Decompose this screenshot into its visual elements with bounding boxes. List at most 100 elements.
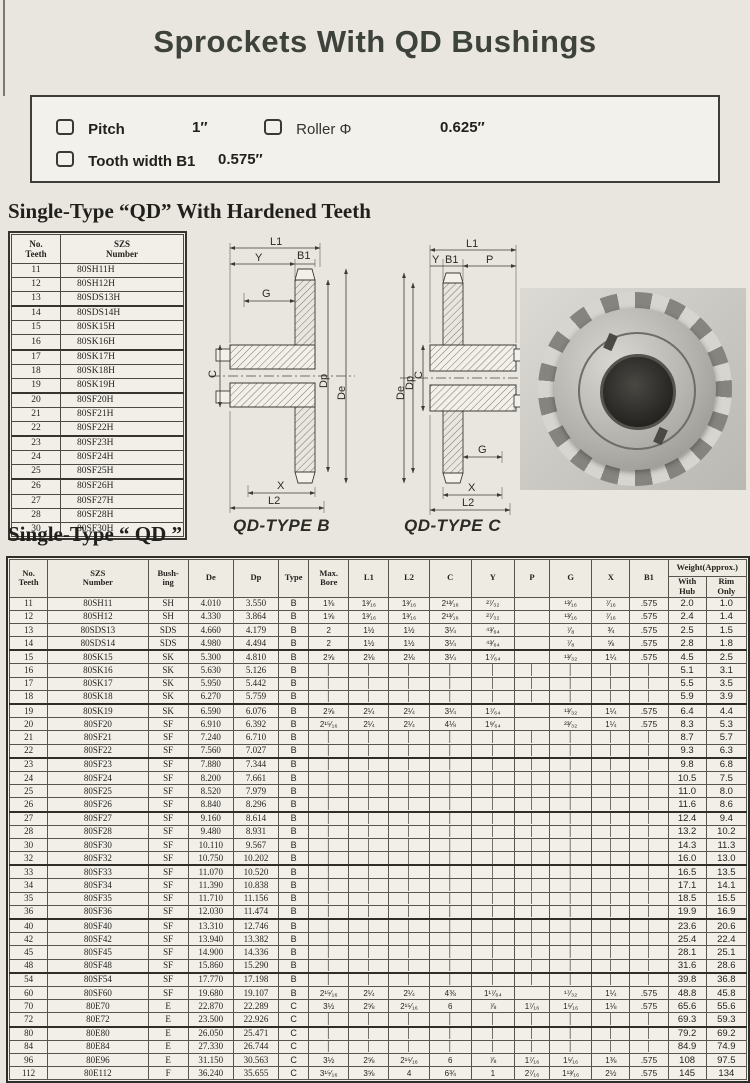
dimension-cell: 4 — [388, 1066, 430, 1081]
dimension-cell: 1½ — [348, 636, 390, 651]
dimension-cell: │ — [591, 1039, 631, 1054]
roller-bullet-icon — [264, 119, 282, 135]
dimension-cell: 1⅝ — [308, 609, 350, 624]
dimension-cell: 80SF36 — [47, 904, 149, 920]
dimension-cell: │ — [549, 663, 593, 678]
dimension-cell: │ — [348, 904, 390, 920]
dimension-cell: E — [147, 1039, 189, 1054]
dimension-cell: 8.200 — [187, 770, 234, 786]
dimension-cell: .575 — [629, 649, 669, 665]
col-header-type: Type — [278, 559, 310, 598]
dimension-cell: F — [147, 1066, 189, 1081]
dimension-cell: │ — [388, 824, 430, 839]
dimension-cell: 34 — [8, 878, 49, 893]
dimension-cell: 6.8 — [705, 756, 748, 772]
dimension-cell: │ — [470, 1039, 515, 1054]
dimension-cell: │ — [428, 770, 472, 786]
dimension-cell: 11 — [8, 596, 49, 611]
dimension-cell: │ — [388, 945, 430, 960]
teeth-table-row: 12 80SH12H — [11, 277, 184, 293]
dimension-cell: 19.9 — [667, 904, 707, 920]
dimension-cell: │ — [348, 971, 390, 987]
dimension-cell: │ — [428, 904, 472, 920]
col-header-dp: Dp — [232, 559, 280, 598]
col-header-max-bore: Max. Bore — [308, 559, 350, 598]
dimension-cell: ¹³⁄₁₆ — [549, 609, 593, 624]
dimension-cell: 4.810 — [232, 649, 280, 665]
dimension-cell: │ — [591, 797, 631, 813]
dimension-cell: │ — [513, 756, 551, 772]
dimension-cell: │ — [629, 689, 669, 705]
dimension-cell: SH — [147, 596, 189, 611]
dimension-cell: 4.4 — [705, 703, 748, 719]
dimension-cell: B — [278, 609, 310, 624]
col-header-with-hub: With Hub — [667, 576, 707, 598]
dimension-cell: │ — [348, 864, 390, 880]
teeth-table-row: 23 80SF23H — [11, 435, 184, 452]
teeth-table-row: 15 80SK15H — [11, 320, 184, 336]
dimension-cell: 26.744 — [232, 1039, 280, 1054]
dimension-cell: │ — [549, 945, 593, 960]
col-header-b1: B1 — [629, 559, 669, 598]
dimension-cell: │ — [591, 676, 631, 691]
dimension-cell: │ — [591, 784, 631, 799]
pitch-label: Pitch — [88, 121, 125, 138]
dimension-cell: SF — [147, 730, 189, 745]
dimension-cell: 6.3 — [705, 743, 748, 759]
dimension-cell: 48.8 — [667, 985, 707, 1001]
dimension-cell: 11.156 — [232, 891, 280, 906]
dimension-cell: 80SF20 — [47, 717, 149, 732]
main-table-row: 11 80SH11 SH 4.010 3.550 B 1⅜ 1³⁄₁₆ 1³⁄₁₆ 2¹³⁄₁₆ ²… — [8, 596, 748, 611]
dimension-cell: 45.8 — [705, 985, 748, 1001]
dimension-cell: ¹⁷⁄₃₂ — [549, 985, 593, 1001]
dimension-cell: SK — [147, 703, 189, 719]
dimension-cell: 1⁵⁄₁₆ — [549, 999, 593, 1014]
dimension-cell: SK — [147, 663, 189, 678]
dimension-cell: 1⁷⁄₁₆ — [513, 999, 551, 1014]
dimension-cell: │ — [308, 797, 350, 813]
dimension-cell: 80SDS14 — [47, 636, 149, 651]
dimension-cell: 80SF24 — [47, 770, 149, 786]
dimension-cell: 8.7 — [667, 730, 707, 745]
dimension-cell: 22.926 — [232, 1012, 280, 1028]
dimension-cell: 7.661 — [232, 770, 280, 786]
dimension-cell: ⁴³⁄₆₄ — [470, 636, 515, 651]
dimension-cell: 11.710 — [187, 891, 234, 906]
teeth-count-cell: 27 — [11, 493, 61, 509]
dimension-cell: │ — [513, 864, 551, 880]
dimension-cell: 69.3 — [667, 1012, 707, 1028]
dimension-cell: │ — [470, 770, 515, 786]
dimension-cell: │ — [513, 784, 551, 799]
dimension-cell: │ — [549, 784, 593, 799]
main-table-row: 23 80SF23 SF 7.880 7.344 B │ │ │ │ │ │ │ │ │ 9.8 6.8 — [8, 756, 748, 772]
dimension-cell: E — [147, 1052, 189, 1068]
teeth-table-row: 13 80SDS13H — [11, 291, 184, 307]
main-table-row: 80 80E80 E 26.050 25.471 C │ │ │ │ │ │ │ │ │ 79.2 69.2 — [8, 1025, 748, 1041]
dimension-cell: 4.010 — [187, 596, 234, 611]
dimension-cell: 28.6 — [705, 958, 748, 974]
dimension-cell: 25.4 — [667, 932, 707, 947]
teeth-col-header: No. Teeth — [11, 234, 61, 264]
dimension-cell: │ — [428, 851, 472, 866]
dimension-cell: 20 — [8, 717, 49, 732]
dimension-cell: │ — [513, 770, 551, 786]
dimension-cell: │ — [629, 1039, 669, 1054]
dimension-cell: │ — [549, 864, 593, 880]
dimension-cell: 2¹⁵⁄₁₆ — [308, 985, 350, 1001]
dimension-cell: 69.2 — [705, 1025, 748, 1041]
qd-type-b-caption: QD-TYPE B — [233, 516, 331, 535]
dimension-cell: 9.567 — [232, 837, 280, 853]
roller-value: 0.625″ — [440, 119, 485, 136]
dimension-cell: 10.2 — [705, 824, 748, 839]
dimension-cell: 22.870 — [187, 999, 234, 1014]
dimension-cell: 28 — [8, 824, 49, 839]
spec-box: Pitch 1″ Roller Φ 0.625″ Tooth width B1 … — [30, 95, 720, 183]
dimension-cell: │ — [348, 958, 390, 974]
szs-number-cell: 80SK18H — [60, 363, 184, 379]
dimension-cell: 80 — [8, 1025, 49, 1041]
dimension-cell: 84.9 — [667, 1039, 707, 1054]
main-table-row: 16 80SK16 SK 5.630 5.126 B │ │ │ │ │ │ │ │ │ 5.1 3.1 — [8, 663, 748, 678]
dimension-cell: 3.5 — [705, 676, 748, 691]
dimension-cell: │ — [308, 932, 350, 947]
dimension-cell: 80SF32 — [47, 851, 149, 866]
